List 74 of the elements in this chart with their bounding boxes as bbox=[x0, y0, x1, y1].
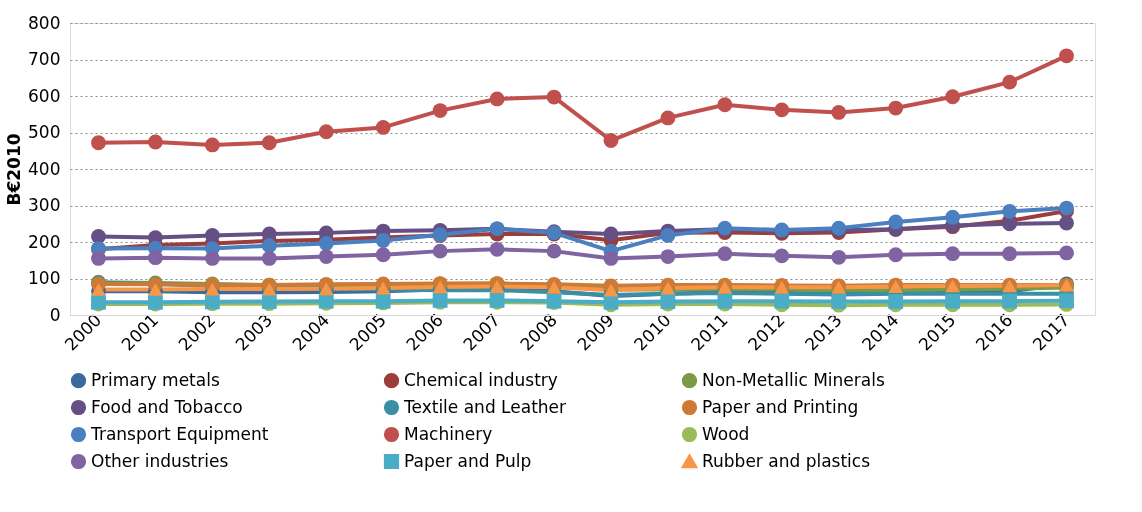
point bbox=[603, 133, 619, 148]
y-tick-label: 200 bbox=[28, 231, 61, 252]
y-tick-label: 500 bbox=[28, 122, 61, 142]
point bbox=[318, 236, 334, 251]
point bbox=[1002, 293, 1017, 309]
point bbox=[261, 251, 277, 266]
point bbox=[888, 247, 904, 263]
point bbox=[1002, 246, 1017, 262]
legend-label: Machinery bbox=[404, 423, 493, 444]
point bbox=[717, 97, 733, 113]
legend-label: Non-Metallic Minerals bbox=[702, 369, 885, 390]
point bbox=[432, 103, 448, 118]
point bbox=[603, 226, 619, 242]
y-axis-title: B€2010 bbox=[4, 133, 25, 206]
legend-label: Wood bbox=[702, 423, 750, 444]
point bbox=[1059, 293, 1074, 309]
point bbox=[774, 248, 790, 264]
point bbox=[831, 105, 847, 120]
point bbox=[1059, 48, 1074, 64]
y-tick-label: 100 bbox=[28, 268, 61, 288]
point bbox=[945, 246, 961, 262]
legend-label: Paper and Printing bbox=[702, 396, 859, 417]
legend-label: Chemical industry bbox=[404, 369, 558, 390]
point bbox=[204, 228, 220, 243]
point bbox=[945, 209, 961, 225]
point bbox=[261, 238, 277, 254]
point bbox=[204, 282, 220, 296]
point bbox=[888, 100, 904, 116]
point bbox=[489, 280, 505, 293]
legend-label: Transport Equipment bbox=[90, 423, 269, 444]
point bbox=[489, 241, 505, 257]
point bbox=[1059, 245, 1074, 261]
point bbox=[774, 293, 790, 309]
point bbox=[603, 251, 619, 266]
point bbox=[432, 243, 448, 259]
point bbox=[1059, 215, 1074, 231]
point bbox=[318, 249, 334, 264]
point bbox=[546, 89, 562, 105]
point bbox=[660, 110, 676, 126]
y-tick-label: 700 bbox=[28, 49, 61, 69]
y-tick-label: 600 bbox=[28, 85, 61, 106]
point bbox=[888, 294, 904, 309]
point bbox=[91, 251, 106, 266]
point bbox=[204, 137, 220, 153]
y-tick-label: 300 bbox=[28, 195, 61, 215]
legend-label: Food and Tobacco bbox=[91, 396, 243, 417]
point bbox=[375, 247, 391, 263]
point bbox=[888, 214, 904, 230]
point bbox=[660, 249, 676, 264]
point bbox=[1002, 74, 1017, 90]
point bbox=[489, 91, 505, 107]
point bbox=[717, 246, 733, 262]
point bbox=[204, 251, 220, 266]
point bbox=[148, 134, 163, 150]
y-tick-label: 400 bbox=[28, 158, 61, 179]
legend-label: Primary metals bbox=[91, 369, 220, 390]
legend-label: Other industries bbox=[91, 450, 229, 471]
point bbox=[774, 102, 790, 118]
point bbox=[945, 89, 961, 105]
legend-label: Paper and Pulp bbox=[404, 450, 532, 471]
legend-label: Rubber and plastics bbox=[702, 450, 871, 471]
point bbox=[91, 135, 106, 151]
point bbox=[546, 243, 562, 259]
y-tick-label: 800 bbox=[28, 12, 61, 33]
point bbox=[318, 124, 334, 140]
point bbox=[375, 119, 391, 135]
point bbox=[91, 229, 106, 244]
point bbox=[945, 293, 961, 309]
point bbox=[261, 135, 277, 151]
point bbox=[148, 250, 163, 266]
legend-label: Textile and Leather bbox=[403, 396, 567, 417]
y-tick-label: 0 bbox=[49, 304, 61, 325]
point bbox=[831, 294, 847, 309]
point bbox=[831, 249, 847, 265]
